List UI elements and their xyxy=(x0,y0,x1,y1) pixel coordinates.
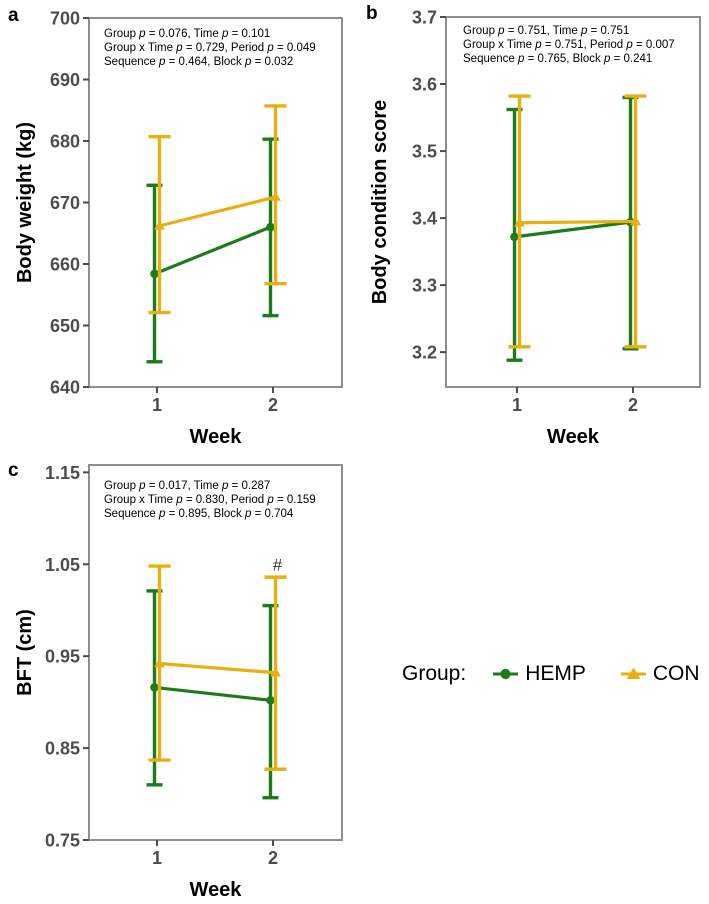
pvalue-annotation-line: Group x Time p = 0.751, Period p = 0.007 xyxy=(463,39,675,51)
con-line-triangle-icon xyxy=(620,667,646,679)
data-point-hemp xyxy=(266,222,275,232)
panel-a-label: a xyxy=(8,5,19,26)
x-axis-title: Week xyxy=(190,426,243,448)
y-axis-title: Body condition score xyxy=(369,100,391,304)
series-line-hemp xyxy=(153,225,272,276)
x-tick-label: 1 xyxy=(152,848,162,868)
panel-border xyxy=(88,17,343,388)
series-line-hemp xyxy=(514,220,631,239)
series-line-con xyxy=(519,219,636,225)
y-tick-label: 0.85 xyxy=(45,739,80,759)
x-tick-label: 2 xyxy=(268,395,278,415)
x-axis-title: Week xyxy=(190,879,243,901)
y-tick-label: 1.15 xyxy=(45,463,80,483)
x-tick-label: 2 xyxy=(268,848,278,868)
data-point-con xyxy=(514,217,525,227)
series-line-con xyxy=(159,661,276,675)
x-tick-label: 1 xyxy=(152,395,162,415)
x-axis-title: Week xyxy=(547,426,600,448)
data-point-hemp xyxy=(150,269,159,279)
x-tick-label: 2 xyxy=(628,395,638,415)
data-point-con xyxy=(270,667,281,677)
pvalue-annotation-line: Sequence p = 0.464, Block p = 0.032 xyxy=(104,56,293,68)
y-tick-label: 0.95 xyxy=(45,647,80,667)
y-tick-label: 690 xyxy=(50,70,80,90)
series-line-hemp xyxy=(154,685,271,702)
y-tick-label: 670 xyxy=(50,193,80,213)
y-tick-label: 3.5 xyxy=(412,142,437,162)
y-tick-label: 3.2 xyxy=(412,343,437,363)
data-point-hemp xyxy=(510,232,519,242)
legend-label-hemp: HEMP xyxy=(525,662,586,685)
y-tick-label: 3.3 xyxy=(412,276,437,296)
y-tick-label: 0.75 xyxy=(45,831,80,851)
panel-c-label: c xyxy=(8,460,19,481)
y-axis-title: Body weight (kg) xyxy=(14,122,36,283)
pvalue-annotation-line: Sequence p = 0.895, Block p = 0.704 xyxy=(104,508,294,520)
data-point-con xyxy=(154,658,165,668)
y-tick-label: 660 xyxy=(50,255,80,275)
y-tick-label: 650 xyxy=(50,316,80,336)
panel-border xyxy=(445,16,701,388)
panel-b-label: b xyxy=(366,3,378,24)
pvalue-annotation-line: Group x Time p = 0.830, Period p = 0.159 xyxy=(104,494,316,506)
panel-border xyxy=(88,464,343,841)
hemp-line-circle-icon xyxy=(493,668,519,680)
y-tick-label: 680 xyxy=(50,132,80,152)
pvalue-annotation-line: Group p = 0.751, Time p = 0.751 xyxy=(463,25,629,37)
pvalue-annotation-line: Group p = 0.076, Time p = 0.101 xyxy=(104,28,270,40)
pvalue-annotation-line: Group x Time p = 0.729, Period p = 0.049 xyxy=(104,42,316,54)
group-legend: Group: HEMP CON xyxy=(402,662,700,686)
y-tick-label: 700 xyxy=(50,9,80,29)
pvalue-annotation-line: Sequence p = 0.765, Block p = 0.241 xyxy=(463,53,652,65)
y-tick-label: 640 xyxy=(50,378,80,398)
legend-label-con: CON xyxy=(652,662,700,685)
data-point-con xyxy=(630,216,641,226)
data-point-con xyxy=(270,191,281,201)
y-tick-label: 3.6 xyxy=(412,75,437,95)
legend-entry-hemp: HEMP xyxy=(492,662,586,686)
y-tick-label: 3.7 xyxy=(412,8,437,28)
legend-title: Group: xyxy=(402,662,467,685)
hash-significance-annotation: # xyxy=(273,556,283,575)
data-point-hemp xyxy=(150,683,159,692)
y-tick-label: 3.4 xyxy=(412,209,437,229)
x-tick-label: 1 xyxy=(512,395,522,415)
data-point-hemp xyxy=(266,695,275,705)
series-line-con xyxy=(159,195,276,228)
y-tick-label: 1.05 xyxy=(45,555,80,575)
y-axis-title: BFT (cm) xyxy=(14,609,36,696)
data-point-con xyxy=(154,220,165,230)
pvalue-annotation-line: Group p = 0.017, Time p = 0.287 xyxy=(104,480,270,492)
legend-entry-con: CON xyxy=(620,662,700,686)
